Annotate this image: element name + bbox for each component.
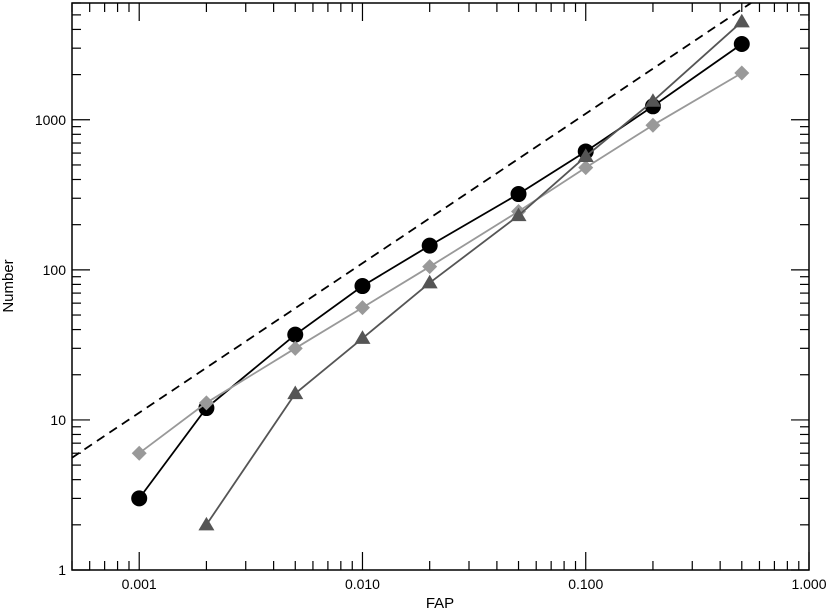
data-point-circle [733, 35, 750, 52]
data-point-diamond [131, 445, 147, 461]
tick-labels: 0.001 0.010 0.100 1.000 1 10 100 1000 [35, 112, 827, 592]
data-point-circle [421, 237, 438, 254]
y-tick-label: 1000 [35, 112, 66, 128]
axis-ticks [71, 2, 810, 571]
data-point-triangle [421, 274, 438, 289]
data-point-diamond [578, 160, 594, 176]
data-point-circle [354, 278, 371, 295]
data-point-diamond [645, 117, 661, 133]
x-tick-label: 1.000 [791, 576, 826, 592]
reference-line-group [71, 2, 752, 459]
data-point-triangle [577, 148, 594, 163]
y-tick-label: 10 [50, 412, 66, 428]
data-point-diamond [198, 395, 214, 411]
series-diamond [131, 65, 750, 461]
x-tick-label: 0.100 [568, 576, 603, 592]
data-point-diamond [422, 259, 438, 275]
data-point-diamond [734, 65, 750, 81]
x-tick-label: 0.010 [345, 576, 380, 592]
series-triangle [198, 13, 750, 531]
data-point-triangle [733, 13, 750, 28]
series-line [205, 21, 743, 526]
x-axis-label: FAP [426, 595, 454, 612]
series-group [131, 13, 750, 531]
data-point-diamond [287, 340, 303, 356]
series-circle [131, 35, 750, 507]
data-point-circle [510, 186, 527, 203]
plot-frame [71, 2, 810, 571]
data-point-triangle [287, 385, 304, 400]
data-point-triangle [510, 207, 527, 222]
data-point-triangle [644, 93, 661, 107]
x-tick-label: 0.001 [122, 576, 157, 592]
data-point-circle [287, 326, 304, 343]
y-axis-label: Number [0, 259, 17, 312]
data-point-circle [131, 490, 148, 507]
data-point-triangle [354, 330, 371, 344]
y-tick-label: 1 [58, 562, 66, 578]
data-point-triangle [198, 516, 215, 531]
y-tick-label: 100 [43, 262, 67, 278]
reference-line [71, 2, 752, 459]
data-point-diamond [354, 300, 370, 316]
